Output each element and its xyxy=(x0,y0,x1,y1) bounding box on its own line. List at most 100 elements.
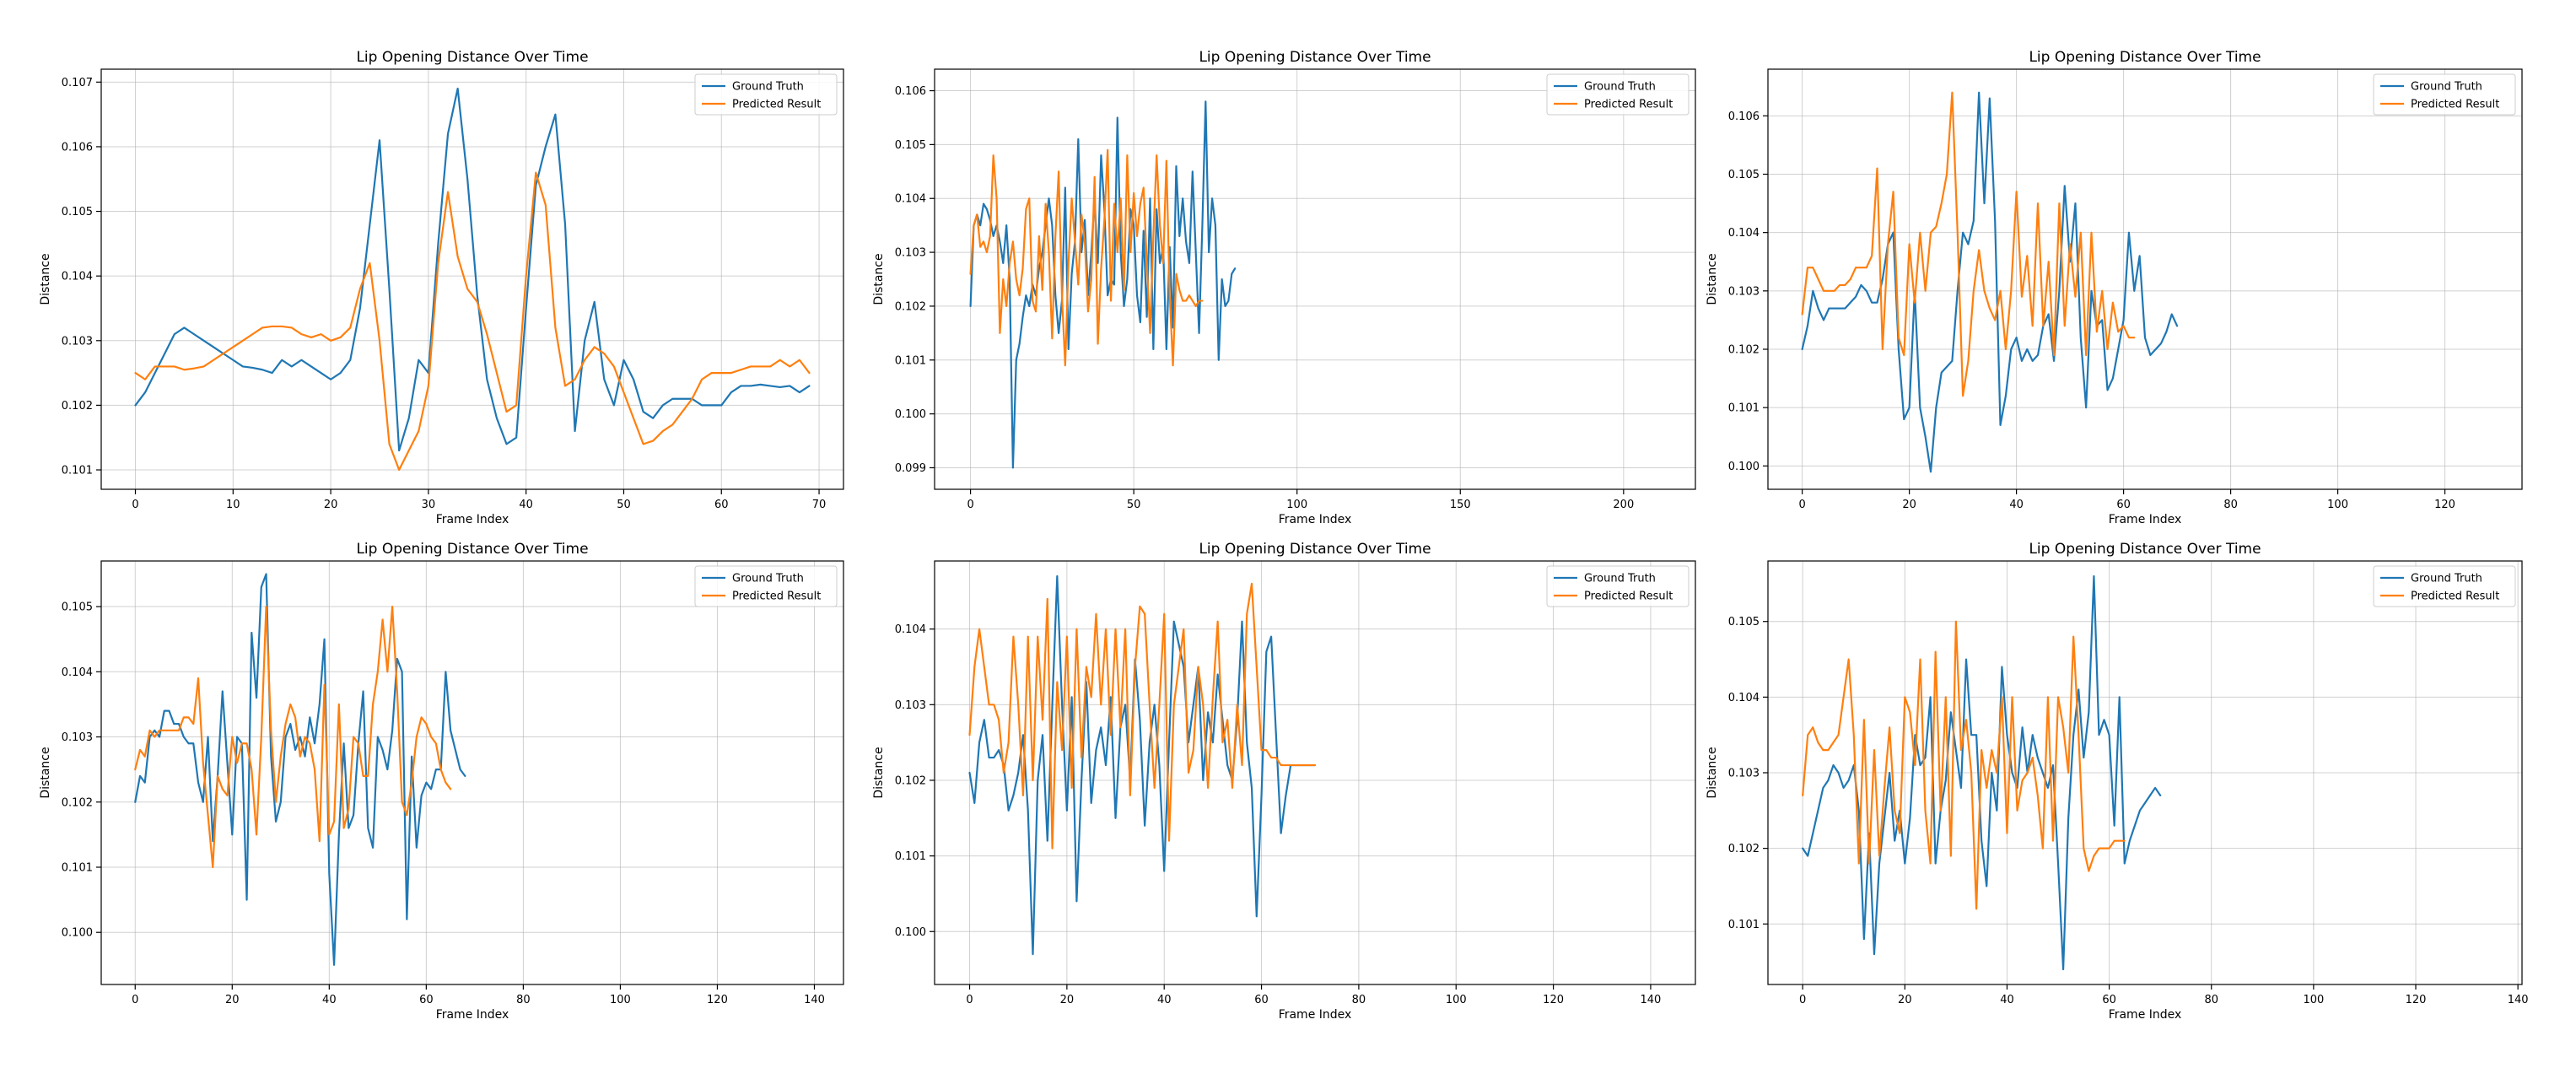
y-tick-label: 0.103 xyxy=(62,335,93,348)
x-tick-label: 40 xyxy=(2000,994,2014,1006)
ground-truth-line xyxy=(968,574,1317,956)
subplot-3: Lip Opening Distance Over Time Frame Ind… xyxy=(1706,49,2523,526)
y-axis-label: Distance xyxy=(39,747,52,798)
legend-label-predicted-result: Predicted Result xyxy=(732,591,821,603)
x-tick-label: 40 xyxy=(2009,499,2024,511)
x-tick-label: 20 xyxy=(324,499,338,511)
x-tick-label: 0 xyxy=(1798,499,1805,511)
y-tick-label: 0.103 xyxy=(895,247,926,260)
y-tick-label: 0.102 xyxy=(1728,843,1760,855)
x-tick-label: 0 xyxy=(967,499,973,511)
ground-truth-line xyxy=(134,87,811,452)
x-tick-label: 120 xyxy=(2406,994,2427,1006)
y-tick-label: 0.107 xyxy=(62,77,93,89)
x-tick-label: 140 xyxy=(804,994,825,1006)
x-tick-label: 50 xyxy=(617,499,631,511)
y-tick-label: 0.100 xyxy=(62,927,93,940)
predicted-result-line xyxy=(1801,91,2136,397)
legend-label-predicted-result: Predicted Result xyxy=(1584,591,1673,603)
y-axis-label: Distance xyxy=(1706,253,1719,305)
x-tick-label: 80 xyxy=(516,994,531,1006)
y-tick-label: 0.103 xyxy=(1728,768,1760,780)
x-tick-label: 120 xyxy=(707,994,728,1006)
ground-truth-line xyxy=(969,100,1237,469)
y-tick-label: 0.105 xyxy=(62,206,93,218)
y-tick-label: 0.100 xyxy=(1728,461,1760,473)
axes-frame xyxy=(100,560,844,985)
legend-label-ground-truth: Ground Truth xyxy=(732,81,804,94)
predicted-result-line xyxy=(968,582,1317,850)
y-tick-label: 0.106 xyxy=(1728,111,1760,123)
legend-box xyxy=(1546,565,1689,607)
y-tick-label: 0.102 xyxy=(1728,344,1760,357)
predicted-result-line xyxy=(134,605,452,869)
x-tick-label: 40 xyxy=(322,994,337,1006)
legend-label-predicted-result: Predicted Result xyxy=(1584,99,1673,111)
x-tick-label: 100 xyxy=(1286,499,1307,511)
legend-box xyxy=(2373,73,2516,116)
axes-frame xyxy=(1767,68,2523,490)
legend-box xyxy=(1546,73,1689,116)
ground-truth-line xyxy=(1802,574,2162,971)
y-tick-label: 0.104 xyxy=(1728,692,1760,704)
y-tick-label: 0.101 xyxy=(62,861,93,874)
y-tick-label: 0.102 xyxy=(895,300,926,313)
x-tick-label: 50 xyxy=(1127,499,1141,511)
subplot-2: Lip Opening Distance Over Time Frame Ind… xyxy=(872,49,1696,526)
legend-label-predicted-result: Predicted Result xyxy=(732,99,821,111)
x-axis-label: Frame Index xyxy=(2109,513,2182,526)
y-tick-label: 0.104 xyxy=(62,666,93,679)
legend-box xyxy=(694,73,838,116)
x-tick-label: 60 xyxy=(1254,994,1269,1006)
x-tick-label: 20 xyxy=(1898,994,1912,1006)
y-tick-label: 0.101 xyxy=(895,850,926,863)
x-tick-label: 20 xyxy=(225,994,240,1006)
legend: Ground Truth Predicted Result xyxy=(694,73,838,116)
subplot-title: Lip Opening Distance Over Time xyxy=(2029,49,2261,66)
subplot-title: Lip Opening Distance Over Time xyxy=(1199,49,1431,66)
axes-frame xyxy=(934,560,1696,985)
y-tick-label: 0.105 xyxy=(1728,169,1760,181)
x-tick-label: 80 xyxy=(1352,994,1366,1006)
legend: Ground Truth Predicted Result xyxy=(694,565,838,607)
ground-truth-line xyxy=(134,573,466,966)
y-tick-label: 0.102 xyxy=(62,400,93,413)
x-tick-label: 40 xyxy=(1157,994,1172,1006)
x-axis-label: Frame Index xyxy=(436,513,509,526)
x-tick-label: 100 xyxy=(2327,499,2348,511)
legend-label-ground-truth: Ground Truth xyxy=(1584,573,1656,585)
x-tick-label: 100 xyxy=(2303,994,2324,1006)
x-tick-label: 80 xyxy=(2204,994,2218,1006)
y-tick-label: 0.105 xyxy=(895,139,926,152)
x-tick-label: 200 xyxy=(1613,499,1634,511)
x-tick-label: 120 xyxy=(1543,994,1564,1006)
y-axis-label: Distance xyxy=(872,747,886,798)
x-tick-label: 60 xyxy=(419,994,434,1006)
x-tick-label: 60 xyxy=(2116,499,2131,511)
legend-box xyxy=(694,565,838,607)
predicted-result-line xyxy=(1802,620,2126,910)
y-tick-label: 0.105 xyxy=(1728,616,1760,628)
y-tick-label: 0.101 xyxy=(895,354,926,367)
y-axis-label: Distance xyxy=(1706,747,1719,798)
legend: Ground Truth Predicted Result xyxy=(1546,565,1689,607)
x-tick-label: 60 xyxy=(2102,994,2116,1006)
y-tick-label: 0.103 xyxy=(62,731,93,744)
gridlines xyxy=(1768,69,2522,489)
x-tick-label: 0 xyxy=(132,994,138,1006)
x-tick-label: 140 xyxy=(1641,994,1662,1006)
y-tick-label: 0.106 xyxy=(895,85,926,98)
x-tick-label: 0 xyxy=(1799,994,1806,1006)
x-tick-label: 40 xyxy=(519,499,533,511)
legend-box xyxy=(2373,565,2516,607)
y-tick-label: 0.103 xyxy=(895,699,926,712)
subplot-1: Lip Opening Distance Over Time Frame Ind… xyxy=(39,49,844,526)
x-tick-label: 20 xyxy=(1060,994,1075,1006)
y-tick-label: 0.103 xyxy=(1728,285,1760,298)
y-axis-label: Distance xyxy=(39,253,52,305)
x-axis-label: Frame Index xyxy=(2109,1008,2182,1022)
axes-frame xyxy=(100,68,844,490)
subplot-6: Lip Opening Distance Over Time Frame Ind… xyxy=(1706,541,2529,1022)
legend-label-ground-truth: Ground Truth xyxy=(2411,81,2482,94)
